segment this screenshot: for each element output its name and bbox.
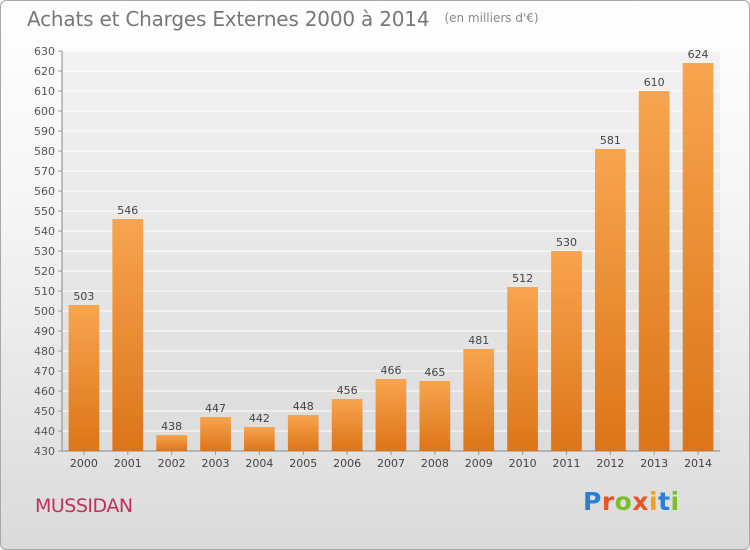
logo-letter: i [649, 487, 659, 516]
x-tick-label: 2009 [465, 457, 493, 470]
y-tick-label: 430 [34, 445, 55, 458]
y-tick-label: 600 [34, 105, 55, 118]
x-tick-label: 2000 [70, 457, 98, 470]
y-tick-label: 470 [34, 365, 55, 378]
bar-value-label: 447 [205, 402, 226, 415]
bar [375, 379, 407, 451]
x-tick-label: 2001 [114, 457, 142, 470]
chart-title: Achats et Charges Externes 2000 à 2014 [27, 7, 430, 31]
bar-value-label: 481 [468, 334, 489, 347]
x-tick-label: 2004 [245, 457, 273, 470]
bar [551, 251, 582, 451]
y-tick-label: 440 [34, 425, 55, 438]
bar [112, 219, 144, 451]
bar [507, 287, 538, 451]
y-tick-label: 520 [34, 265, 55, 278]
y-tick-label: 490 [34, 325, 55, 338]
bar [68, 305, 100, 451]
y-tick-label: 580 [34, 145, 55, 158]
x-tick-label: 2014 [684, 457, 712, 470]
x-tick-label: 2005 [289, 457, 317, 470]
x-tick-label: 2003 [202, 457, 230, 470]
logo-letter: P [583, 487, 602, 516]
y-tick-label: 570 [34, 165, 55, 178]
bar-value-label: 438 [161, 420, 182, 433]
bar-value-label: 546 [117, 204, 138, 217]
x-tick-label: 2012 [596, 457, 624, 470]
proxiti-logo: Proxiti [583, 487, 680, 516]
y-tick-label: 590 [34, 125, 55, 138]
y-tick-label: 620 [34, 65, 55, 78]
bar [463, 349, 495, 451]
bar-value-label: 466 [381, 364, 402, 377]
y-tick-label: 460 [34, 385, 55, 398]
bar [638, 91, 670, 451]
bar-value-label: 465 [424, 366, 445, 379]
bar [244, 427, 275, 451]
y-tick-label: 450 [34, 405, 55, 418]
bar [331, 399, 363, 451]
x-tick-label: 2013 [640, 457, 668, 470]
x-tick-label: 2011 [552, 457, 580, 470]
x-tick-label: 2008 [421, 457, 449, 470]
title-row: Achats et Charges Externes 2000 à 2014 (… [27, 7, 539, 31]
y-tick-label: 540 [34, 225, 55, 238]
y-tick-label: 510 [34, 285, 55, 298]
bar [200, 417, 231, 451]
logo-letter: x [632, 487, 649, 516]
bar [287, 415, 319, 451]
bar-value-label: 448 [293, 400, 314, 413]
y-tick-label: 500 [34, 305, 55, 318]
y-tick-label: 560 [34, 185, 55, 198]
y-tick-label: 610 [34, 85, 55, 98]
bar [156, 435, 187, 451]
logo-letter: o [614, 487, 633, 516]
y-tick-label: 530 [34, 245, 55, 258]
logo-letter: t [658, 487, 671, 516]
bar-value-label: 530 [556, 236, 577, 249]
bar-value-label: 512 [512, 272, 533, 285]
x-tick-label: 2007 [377, 457, 405, 470]
bar-value-label: 610 [644, 76, 665, 89]
x-tick-label: 2002 [158, 457, 186, 470]
x-tick-label: 2006 [333, 457, 361, 470]
bar [419, 381, 451, 451]
bar-value-label: 442 [249, 412, 270, 425]
bar [682, 63, 714, 451]
bar [595, 149, 626, 451]
logo-letter: i [670, 487, 680, 516]
y-tick-label: 550 [34, 205, 55, 218]
y-tick-label: 630 [34, 45, 55, 58]
chart-subtitle: (en milliers d'€) [444, 11, 539, 25]
commune-name: MUSSIDAN [35, 495, 133, 517]
x-tick-label: 2010 [509, 457, 537, 470]
logo-letter: r [601, 487, 615, 516]
bar-value-label: 624 [688, 48, 709, 61]
bar-value-label: 456 [337, 384, 358, 397]
bar-value-label: 581 [600, 134, 621, 147]
y-tick-label: 480 [34, 345, 55, 358]
bar-value-label: 503 [73, 290, 94, 303]
